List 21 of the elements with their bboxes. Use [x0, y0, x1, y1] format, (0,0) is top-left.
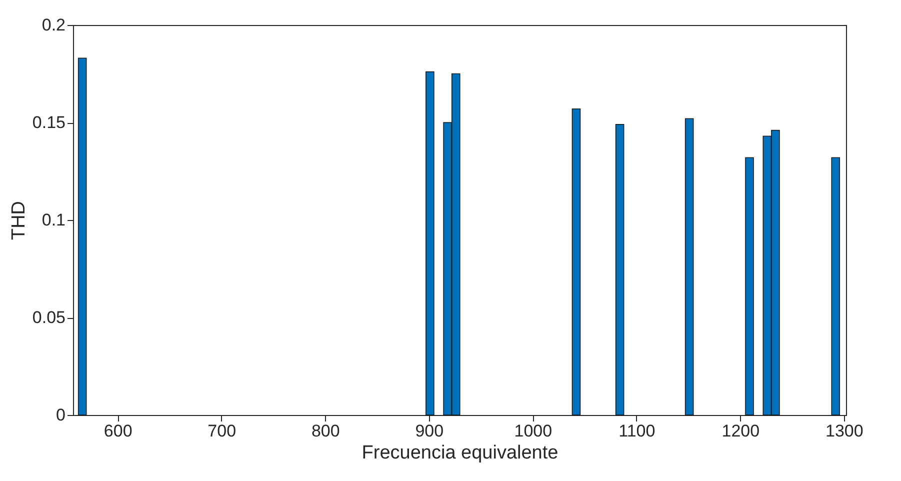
- y-axis-title: THD: [8, 200, 30, 240]
- bar: [78, 58, 87, 416]
- x-tick-label: 1000: [514, 422, 552, 440]
- x-tick-label: 1300: [826, 422, 864, 440]
- x-tick-label: 1200: [722, 422, 760, 440]
- y-tick-label: 0.2: [42, 16, 66, 34]
- y-tick-label: 0: [56, 406, 66, 424]
- bar: [684, 118, 694, 416]
- y-tick-label: 0.15: [32, 113, 66, 132]
- x-tick-label: 700: [208, 422, 236, 440]
- y-tick-label: 0.05: [32, 308, 66, 327]
- x-tick-label: 800: [311, 422, 340, 440]
- x-tick-label: 1100: [618, 422, 656, 440]
- bar: [572, 108, 581, 416]
- x-tick-label: 600: [104, 422, 132, 440]
- y-tick-label: 0.1: [42, 210, 66, 230]
- x-axis-title: Frecuencia equivalente: [362, 442, 558, 464]
- bar: [831, 157, 840, 416]
- x-tick-label: 900: [415, 422, 444, 440]
- bar: [745, 157, 754, 416]
- bar: [615, 124, 624, 416]
